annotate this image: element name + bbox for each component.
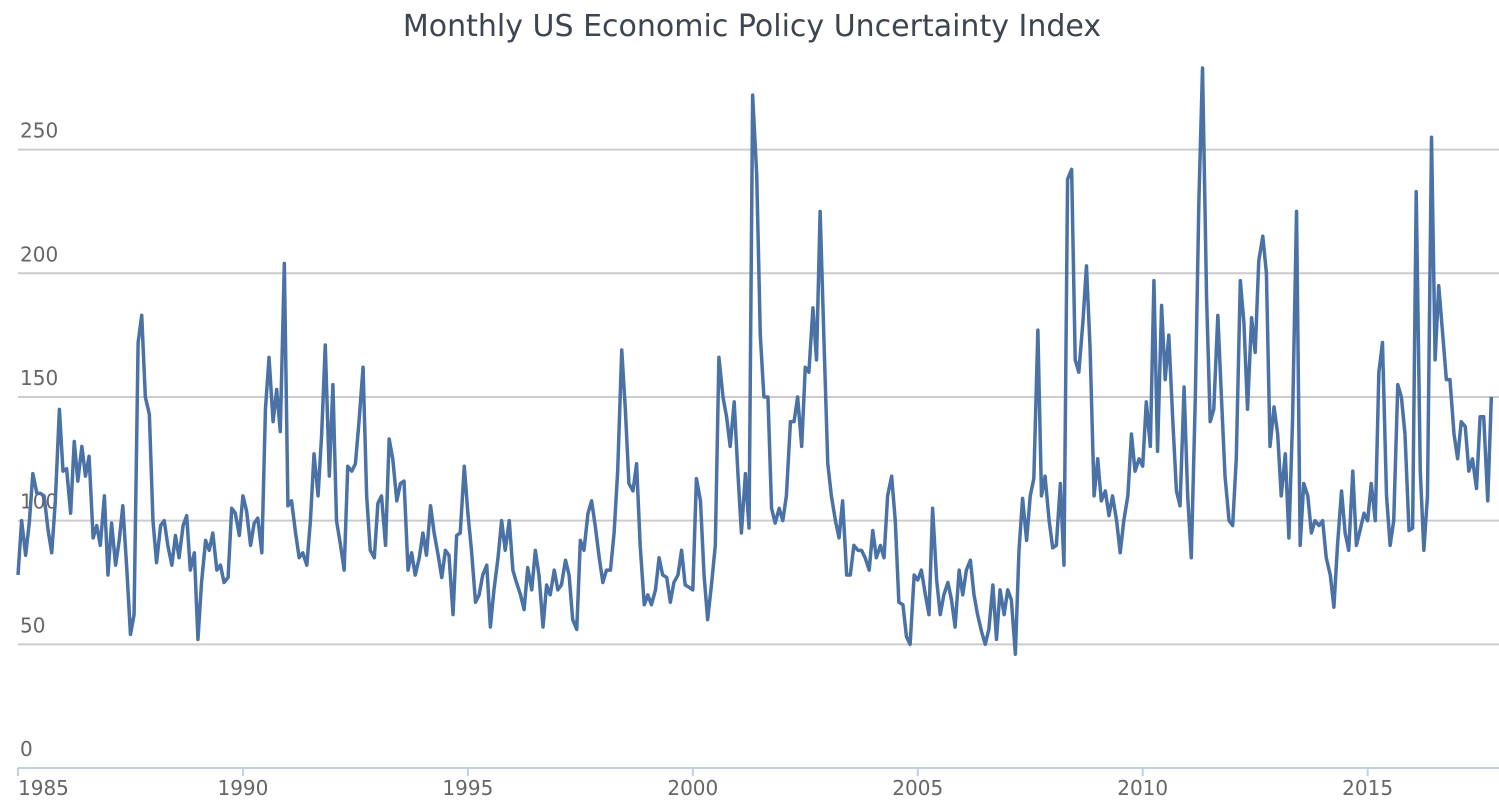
data-line — [16, 66, 1494, 656]
x-tick-label: 1990 — [217, 776, 268, 800]
x-tick-label: 2000 — [667, 776, 718, 800]
x-tick-label: 1985 — [18, 776, 69, 800]
x-tick-label: 2005 — [892, 776, 943, 800]
y-tick-label: 150 — [20, 366, 58, 390]
y-tick-label: 250 — [20, 119, 58, 143]
x-tick-label: 1995 — [442, 776, 493, 800]
y-tick-label: 50 — [20, 613, 45, 637]
y-tick-label: 0 — [20, 737, 33, 761]
chart-title: Monthly US Economic Policy Uncertainty I… — [403, 9, 1101, 44]
x-tick-label: 2010 — [1117, 776, 1168, 800]
x-tick-label: 2015 — [1342, 776, 1393, 800]
y-tick-label: 200 — [20, 242, 58, 266]
